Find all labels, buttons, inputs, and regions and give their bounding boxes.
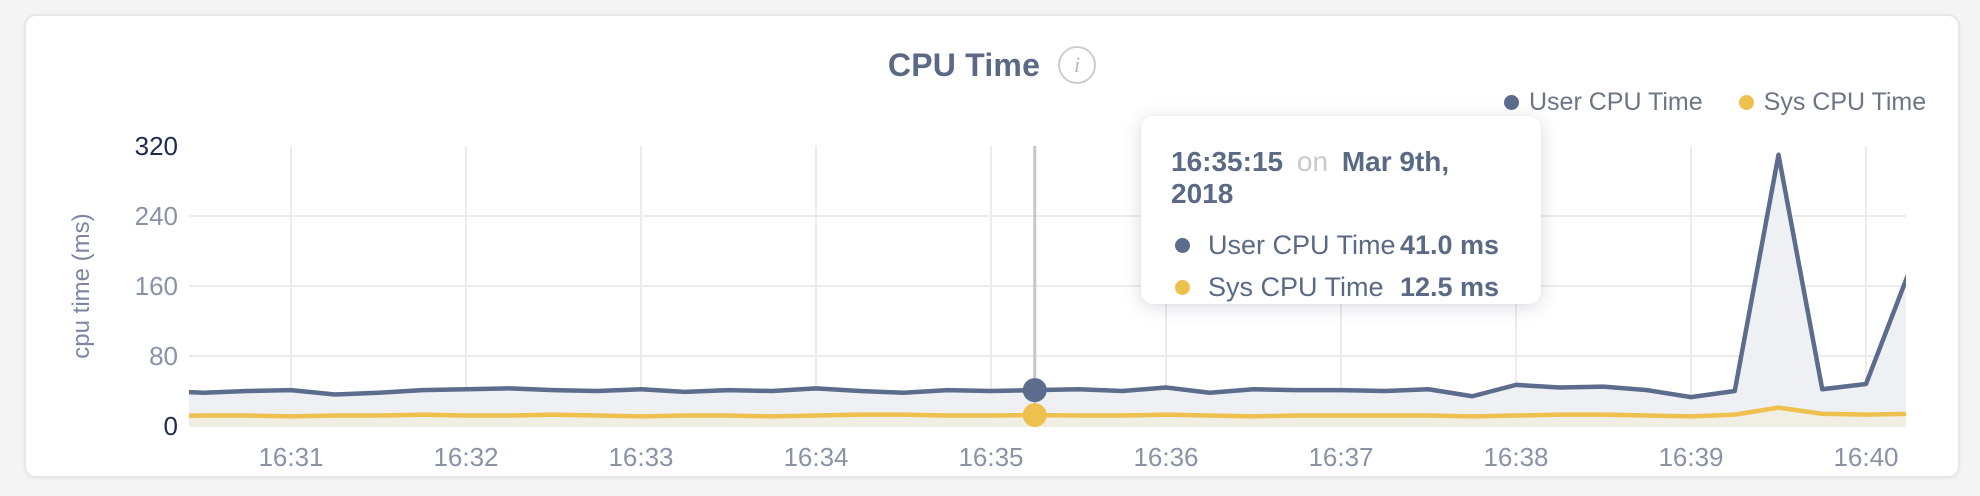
chart-plot-area[interactable] (189, 136, 1906, 436)
y-tick-label: 160 (134, 271, 178, 301)
x-tick-label: 16:38 (1483, 442, 1549, 472)
y-tick-label: 240 (134, 201, 178, 231)
x-tick-label: 16:37 (1308, 442, 1374, 472)
tooltip-row: Sys CPU Time 12.5 ms (1175, 266, 1511, 308)
y-tick-label: 80 (149, 341, 178, 371)
info-icon[interactable]: i (1058, 46, 1097, 84)
x-tick-label: 16:34 (783, 442, 849, 472)
hover-tooltip: 16:35:15 on Mar 9th, 2018 User CPU Time 4… (1141, 116, 1541, 304)
y-tick-label: 0 (163, 411, 178, 441)
tooltip-time: 16:35:15 (1171, 146, 1284, 177)
cpu-time-card: CPU Time i User CPU Time Sys CPU Time cpu… (24, 14, 1960, 478)
chart-title: CPU Time (887, 46, 1041, 83)
legend-label: Sys CPU Time (1763, 88, 1927, 116)
tooltip-header: 16:35:15 on Mar 9th, 2018 (1171, 146, 1511, 210)
series-dot-icon (1175, 237, 1190, 253)
tooltip-connector: on (1296, 146, 1329, 177)
legend-item-sys-cpu-time[interactable]: Sys CPU Time (1738, 88, 1927, 117)
tooltip-series-label: Sys CPU Time (1208, 271, 1384, 302)
x-tick-label: 16:32 (433, 442, 499, 472)
series-dot-icon (1175, 279, 1190, 295)
series-line-user-cpu-time (189, 152, 1906, 400)
tooltip-series-value: 12.5 ms (1400, 271, 1500, 302)
chart-legend: User CPU Time Sys CPU Time (1504, 88, 1926, 117)
x-tick-label: 16:36 (1133, 442, 1199, 472)
tooltip-row: User CPU Time 41.0 ms (1175, 224, 1511, 266)
tooltip-series-value: 41.0 ms (1400, 229, 1500, 260)
hover-point-sys-cpu-time[interactable] (1022, 403, 1047, 428)
x-tick-label: 16:40 (1833, 442, 1899, 472)
y-tick-label: 320 (134, 131, 178, 161)
tooltip-series-label: User CPU Time (1208, 229, 1396, 260)
x-tick-label: 16:33 (608, 442, 674, 472)
legend-dot-icon (1504, 95, 1519, 110)
x-tick-label: 16:31 (258, 442, 324, 472)
legend-dot-icon (1738, 95, 1754, 110)
x-tick-label: 16:39 (1658, 442, 1724, 472)
series-area-user-cpu-time (189, 154, 1906, 426)
hover-point-user-cpu-time[interactable] (1022, 378, 1047, 403)
legend-item-user-cpu-time[interactable]: User CPU Time (1504, 88, 1703, 117)
x-tick-label: 16:35 (958, 442, 1024, 472)
legend-label: User CPU Time (1529, 88, 1703, 116)
tooltip-date: Mar 9th, 2018 (1171, 146, 1450, 209)
card-header: CPU Time i (26, 46, 1958, 84)
